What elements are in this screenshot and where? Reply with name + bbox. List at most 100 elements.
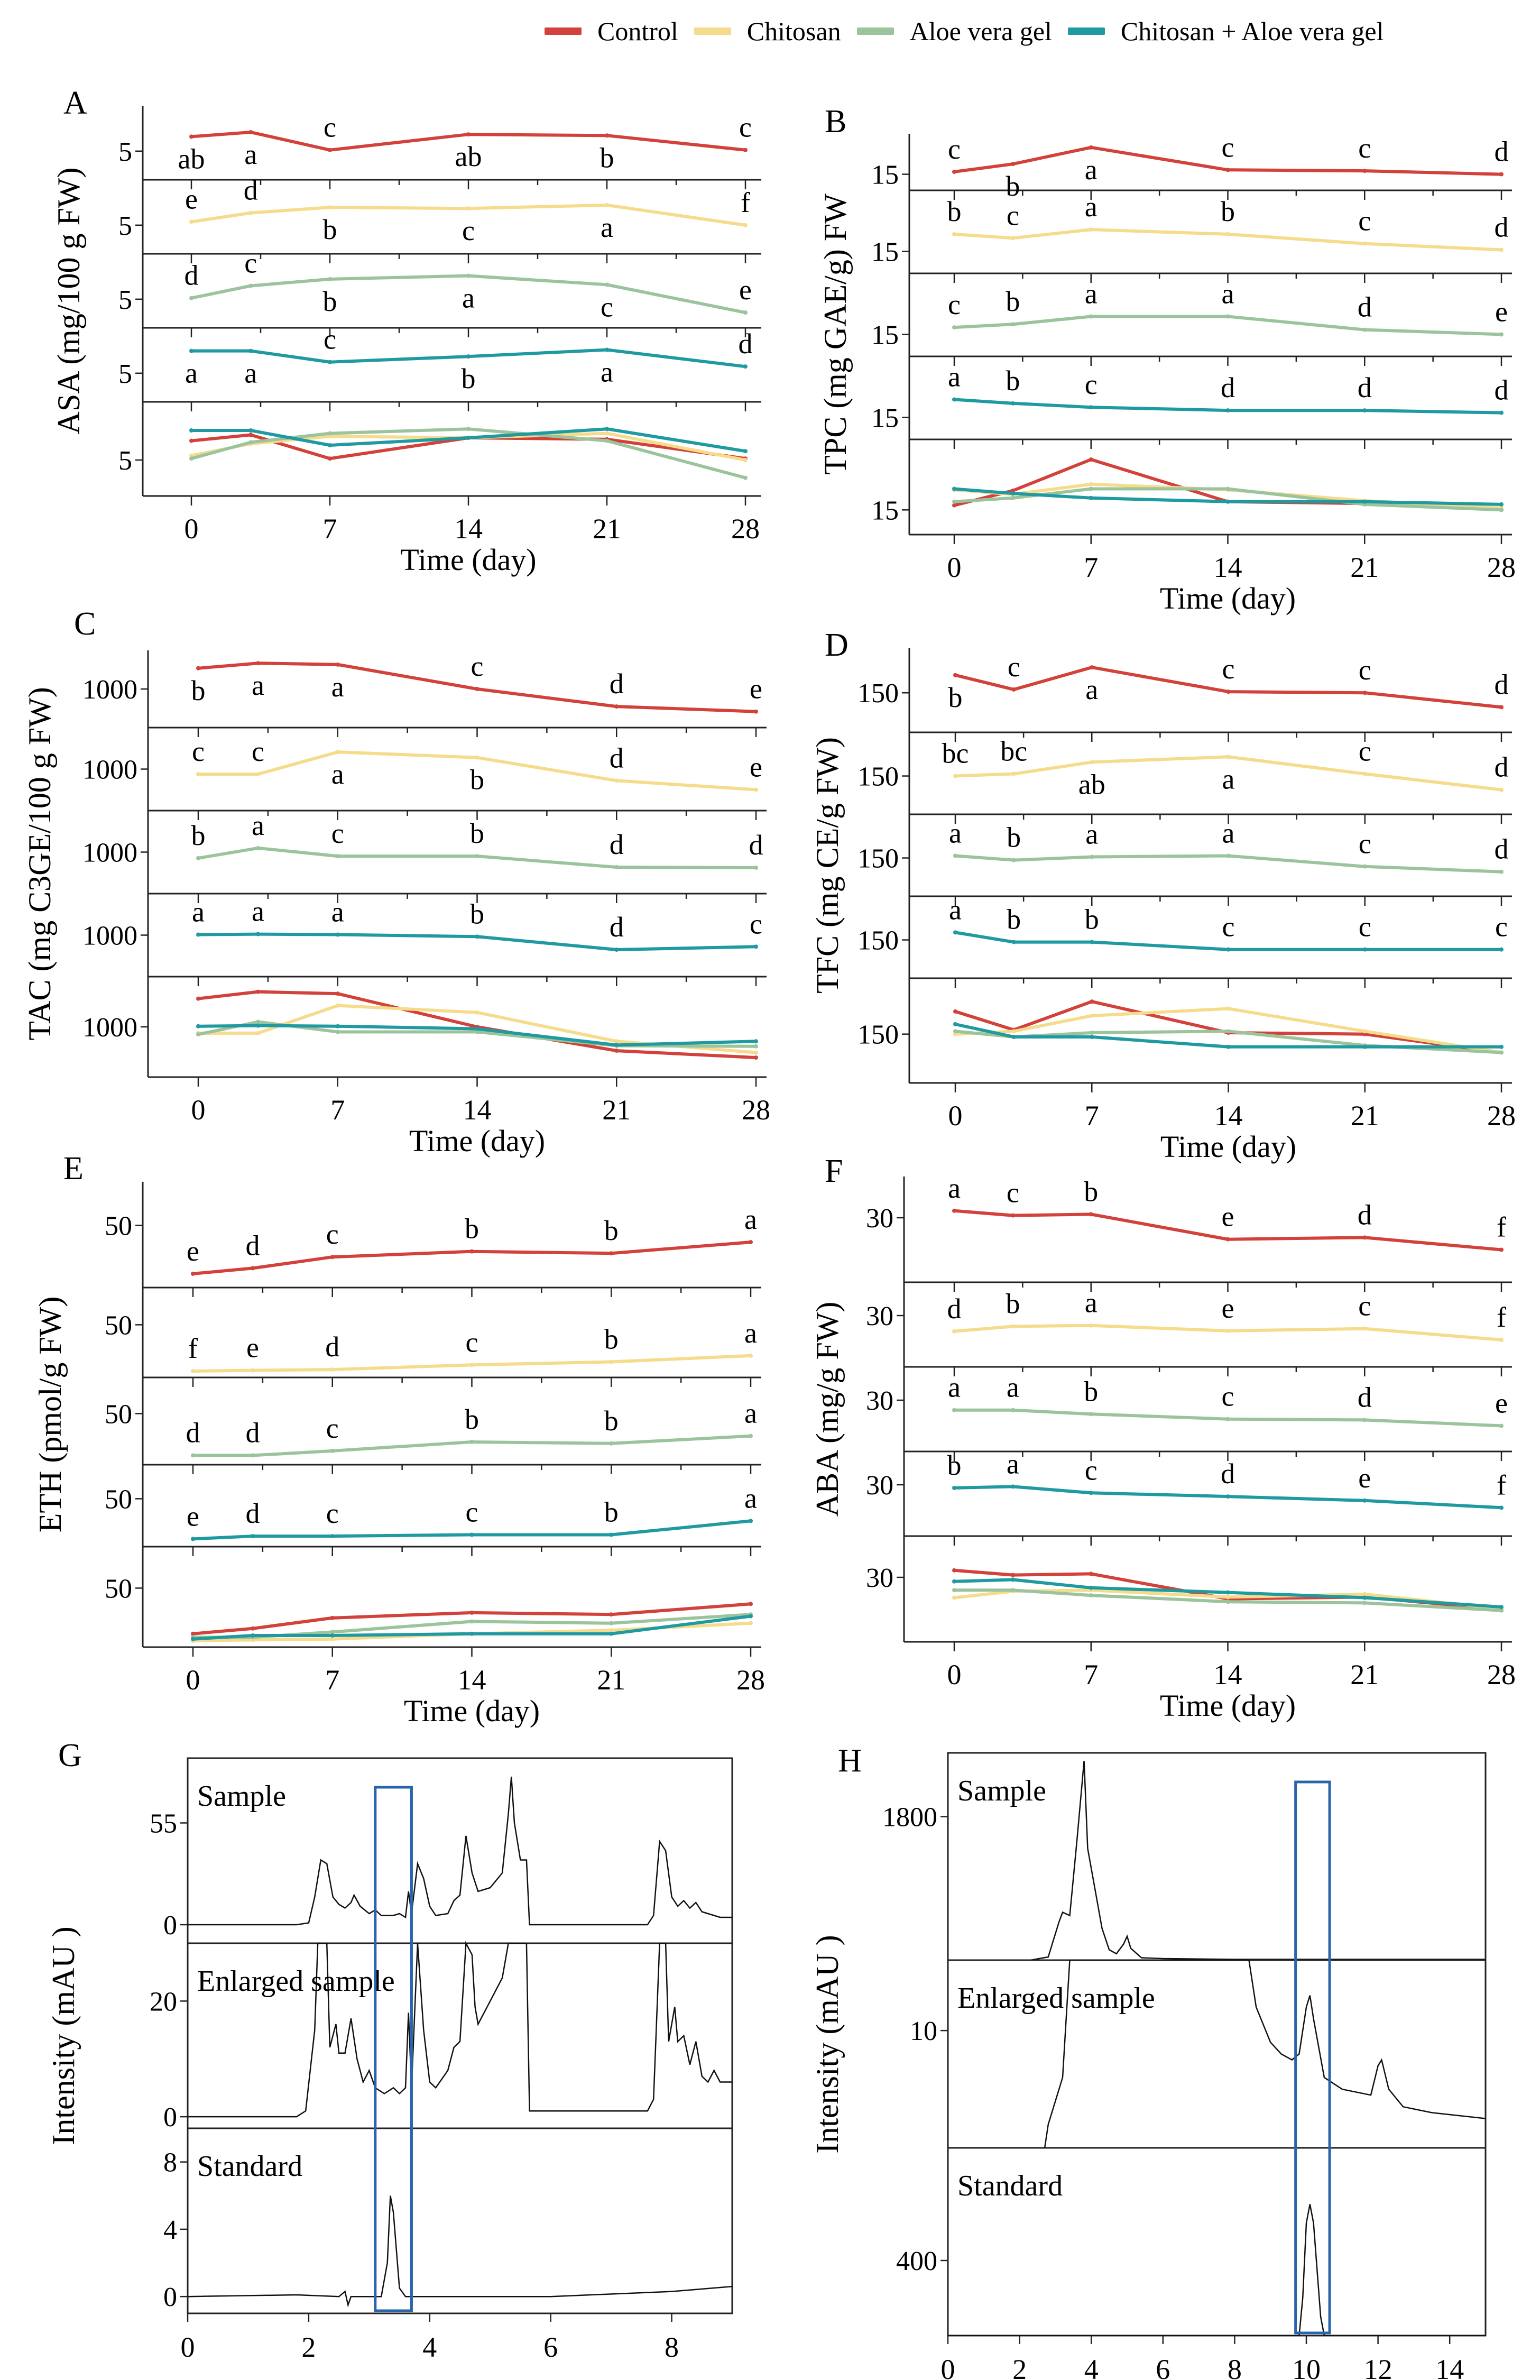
significance-letter: b [465, 1213, 479, 1245]
series-line-control [954, 145, 1502, 176]
significance-letter: b [462, 363, 476, 394]
y-tick-label: 1000 [82, 838, 137, 868]
panel-label: C [74, 606, 96, 642]
data-point [1499, 410, 1504, 415]
data-point [952, 499, 956, 504]
significance-letter: d [325, 1331, 339, 1363]
significance-letter: e [185, 183, 198, 215]
data-point [330, 1255, 335, 1260]
significance-letter: d [610, 742, 624, 774]
panel-label: B [825, 104, 846, 140]
data-point [1225, 168, 1230, 172]
significance-letter: c [1222, 911, 1235, 943]
data-point [952, 1595, 956, 1600]
data-point [1089, 457, 1093, 462]
data-point [1362, 1029, 1367, 1034]
data-point [1089, 227, 1093, 232]
data-point [256, 1031, 261, 1035]
data-point [256, 846, 261, 850]
data-point [754, 787, 758, 792]
significance-letter: d [1495, 374, 1509, 406]
data-point [952, 232, 956, 236]
significance-letter: b [1006, 286, 1020, 317]
data-point [256, 661, 261, 666]
chromatogram-line [187, 2195, 733, 2308]
subplot-chitosan-aloe-vera-gel: 5 a a c b a d [118, 324, 761, 403]
significance-letter: a [744, 1203, 757, 1235]
x-tick-label: 14 [1214, 552, 1242, 583]
data-point [335, 1030, 340, 1034]
significance-letter: c [244, 247, 257, 279]
data-point [1226, 947, 1231, 952]
data-point [1089, 1412, 1093, 1417]
data-point [328, 148, 332, 152]
significance-letter: a [1085, 1287, 1098, 1319]
data-point [191, 1453, 195, 1458]
data-point [1362, 1592, 1367, 1596]
series-line-chitosan-aloe-vera-gel [954, 487, 1502, 506]
y-axis-title: ASA (mg/100 g FW) [51, 167, 86, 434]
significance-letter: b [470, 817, 484, 849]
data-point [605, 133, 609, 138]
data-point [1499, 1505, 1504, 1510]
significance-letter: c [1358, 1290, 1371, 1322]
data-point [952, 1588, 956, 1593]
panel-label: A [63, 85, 87, 121]
series-line-aloe-vera-gel [191, 427, 746, 480]
data-point [1225, 1590, 1230, 1595]
significance-letter: c [1359, 736, 1371, 767]
data-point [749, 1433, 753, 1438]
data-point [1090, 940, 1094, 944]
y-tick-label: 1000 [82, 675, 137, 705]
significance-letter: b [1084, 1375, 1098, 1407]
significance-letter: a [1007, 1372, 1019, 1403]
significance-letter: b [470, 764, 484, 796]
data-point [1499, 172, 1504, 177]
data-point [952, 169, 956, 174]
significance-letter: b [1007, 904, 1021, 935]
significance-letter: d [739, 328, 753, 360]
subplot-control: 5 ab a c ab b c [118, 112, 761, 181]
significance-letter: d [1358, 291, 1372, 323]
significance-letter: c [324, 324, 336, 355]
significance-letter: a [244, 139, 257, 170]
series-line-chitosan-aloe-vera-gel [955, 1023, 1501, 1049]
data-point [754, 944, 758, 949]
data-point [1010, 1324, 1015, 1329]
significance-letter: b [948, 682, 963, 713]
data-point [952, 397, 956, 402]
y-tick-label: 15 [871, 403, 899, 433]
plot-frame [947, 1752, 1487, 2337]
data-point [952, 1579, 956, 1584]
data-point [1090, 665, 1094, 670]
y-tick-label: 5 [118, 446, 132, 476]
data-point [328, 434, 332, 439]
data-point [1362, 241, 1367, 246]
data-point [1226, 755, 1231, 759]
significance-letter: a [948, 1372, 961, 1403]
series-line-chitosan-aloe-vera-gel [191, 348, 746, 369]
legend-swatch-control [545, 27, 582, 35]
significance-letter: b [465, 1403, 479, 1435]
subplot-chitosan-aloe-vera-gel: 15 a b c d d d [871, 356, 1512, 440]
data-point [1010, 236, 1015, 241]
significance-letter: c [1495, 911, 1508, 943]
series-line-chitosan [955, 755, 1502, 792]
panel-label: G [58, 1738, 82, 1773]
significance-letter: b [1007, 822, 1021, 853]
x-tick-label: 21 [1350, 552, 1379, 583]
data-point [952, 1568, 956, 1573]
significance-letter: b [947, 1449, 962, 1481]
significance-letter: c [1007, 199, 1019, 231]
data-point [469, 1610, 474, 1615]
data-point [196, 666, 200, 670]
series-line-chitosan [192, 1621, 751, 1642]
series-line-chitosan [955, 1007, 1502, 1054]
data-point [330, 1630, 335, 1634]
data-point [1226, 690, 1231, 694]
data-point [614, 948, 619, 952]
y-tick-label: 0 [163, 1910, 177, 1941]
y-tick-label: 5 [118, 211, 132, 241]
data-point [952, 325, 956, 330]
